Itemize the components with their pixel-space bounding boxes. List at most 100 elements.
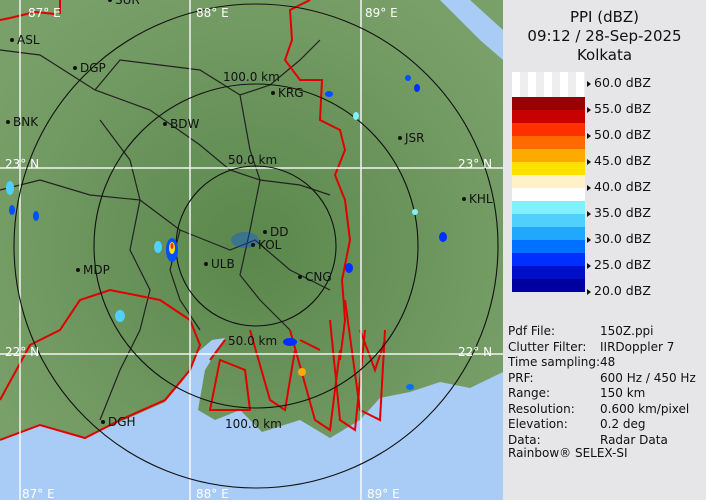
legend-color-band [512, 214, 585, 227]
info-row: PRF: 600 Hz / 450 Hz [508, 370, 696, 385]
info-value: 600 Hz / 450 Hz [600, 370, 696, 385]
info-row: Elevation: 0.2 deg [508, 417, 646, 431]
info-row: Clutter Filter: IIRDoppler 7 [508, 339, 674, 354]
legend-color-band [512, 201, 585, 214]
legend-color-band [512, 175, 585, 188]
station-label: BNK [13, 115, 39, 129]
legend-tick-label: 40.0 dBZ [587, 179, 651, 194]
info-key: Range: [508, 386, 551, 400]
info-value: IIRDoppler 7 [600, 339, 675, 354]
station-label: MDP [83, 263, 110, 277]
station-label: CNG [305, 270, 332, 284]
range-ring-labels: 50.0 km 100.0 km 50.0 km 100.0 km [223, 70, 282, 431]
legend-color-band [512, 253, 585, 266]
legend-color-band [512, 149, 585, 162]
station-marker [251, 243, 255, 247]
info-row: Data: Radar Data [508, 432, 668, 447]
svg-text:88° E: 88° E [196, 487, 229, 500]
info-key: Resolution: [508, 401, 575, 416]
ring-label: 50.0 km [228, 334, 277, 348]
legend-tick-label: 50.0 dBZ [587, 127, 651, 142]
legend-tick-label: 55.0 dBZ [587, 101, 651, 116]
svg-text:23° N: 23° N [5, 157, 39, 171]
station-label: BDW [170, 117, 199, 131]
station-marker [73, 66, 77, 70]
station-marker [271, 91, 275, 95]
station-marker [108, 0, 112, 2]
range-rings [13, 3, 499, 489]
info-key: Time sampling: [508, 355, 601, 369]
info-key: Pdf File: [508, 324, 556, 338]
footer-credit: Rainbow® SELEX-SI [508, 446, 628, 460]
product-title: PPI (dBZ) [569, 8, 640, 26]
legend-color-band [512, 97, 585, 110]
station-label: SUR [115, 0, 140, 7]
station-label: KOL [258, 238, 282, 252]
station-marker [10, 38, 14, 42]
timestamp: 09:12 / 28-Sep-2025 [527, 27, 682, 45]
ring-100km [93, 83, 419, 409]
station-marker [6, 120, 10, 124]
ring-label: 100.0 km [225, 417, 282, 431]
station-label: DGP [80, 61, 106, 75]
info-row: Pdf File: 150Z.ppi [508, 324, 654, 338]
legend-color-band [512, 162, 585, 175]
ring-150km [13, 3, 499, 489]
info-key: Clutter Filter: [508, 339, 587, 354]
radar-map[interactable]: 50.0 km 100.0 km 50.0 km 100.0 km 87° E 8… [0, 0, 503, 500]
station-label: DGH [108, 415, 136, 429]
station-label: ASL [17, 33, 40, 47]
info-key: Data: [508, 432, 541, 447]
legend-color-band [512, 240, 585, 253]
legend-color-band [512, 266, 585, 279]
svg-text:22° N: 22° N [458, 345, 492, 359]
legend-color-band [512, 123, 585, 136]
station-label: JSR [404, 131, 425, 145]
svg-text:87° E: 87° E [28, 6, 61, 20]
station-label: DD [270, 225, 288, 239]
station-marker [298, 275, 302, 279]
station-marker [263, 230, 267, 234]
svg-text:22° N: 22° N [5, 345, 39, 359]
ring-label: 100.0 km [223, 70, 280, 84]
station-marker [101, 420, 105, 424]
station-label: KHL [469, 192, 493, 206]
legend-panel: PPI (dBZ) 09:12 / 28-Sep-2025 Kolkata 60… [503, 0, 706, 500]
graticule [0, 0, 503, 500]
legend-color-band [512, 136, 585, 149]
svg-text:89° E: 89° E [367, 487, 400, 500]
station-marker [163, 122, 167, 126]
station-marker [204, 262, 208, 266]
info-value: 0.600 km/pixel [600, 401, 690, 416]
station-label: ULB [211, 257, 235, 271]
station-marker [398, 136, 402, 140]
info-value: Radar Data [600, 432, 668, 447]
legend-color-band [512, 227, 585, 240]
legend-color-band [512, 110, 585, 123]
radar-echoes [6, 75, 447, 390]
info-row: Time sampling: 48 [508, 355, 615, 369]
info-value: 150Z.ppi [600, 324, 654, 338]
graticule-labels: 87° E 88° E 89° E 87° E 88° E 89° E 23° N 23°… [5, 6, 492, 500]
legend-tick-label: 35.0 dBZ [587, 205, 651, 220]
svg-text:23° N: 23° N [458, 157, 492, 171]
legend-tick-label: 25.0 dBZ [587, 257, 651, 272]
legend-color-band [512, 279, 585, 292]
legend-color-band [512, 188, 585, 201]
legend-bar-top [512, 72, 585, 97]
station-marker [76, 268, 80, 272]
ring-label: 50.0 km [228, 153, 277, 167]
info-value: 150 km [600, 386, 646, 400]
svg-text:88° E: 88° E [196, 6, 229, 20]
legend-tick-label: 20.0 dBZ [587, 283, 651, 298]
sea [0, 338, 503, 500]
info-value: 48 [600, 355, 616, 369]
info-row: Resolution: 0.600 km/pixel [508, 401, 689, 416]
site-name: Kolkata [576, 46, 633, 64]
info-value: 0.2 deg [600, 417, 646, 431]
legend-tick-label: 60.0 dBZ [587, 75, 651, 90]
station-marker [462, 197, 466, 201]
info-key: PRF: [508, 370, 534, 385]
info-row: Range: 150 km [508, 386, 645, 400]
svg-text:89° E: 89° E [365, 6, 398, 20]
